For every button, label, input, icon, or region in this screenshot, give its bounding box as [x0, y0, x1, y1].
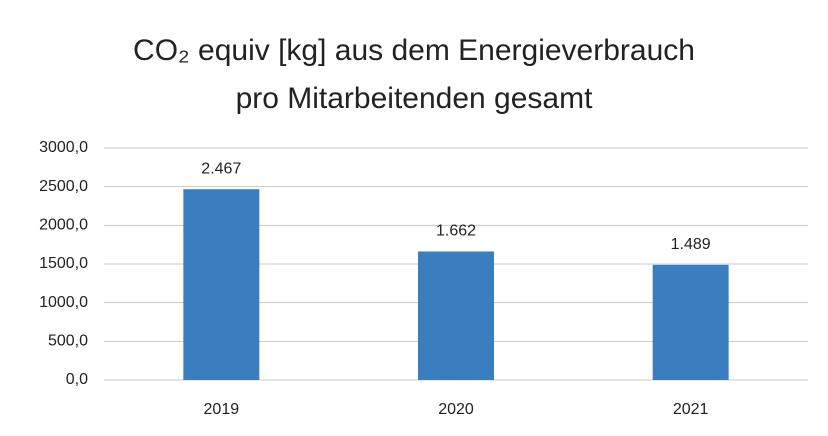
bar	[652, 264, 729, 380]
y-tick-label: 1000,0	[39, 294, 88, 311]
y-tick-label: 500,0	[48, 333, 88, 350]
y-tick-label: 0,0	[66, 371, 88, 388]
chart-title: pro Mitarbeitenden gesamt	[236, 82, 594, 115]
y-tick-label: 3000,0	[39, 139, 88, 156]
x-tick-label: 2020	[438, 401, 474, 418]
bar	[183, 189, 260, 380]
x-tick-label: 2021	[673, 401, 709, 418]
x-tick-label: 2019	[204, 401, 240, 418]
data-label: 1.662	[436, 223, 476, 240]
y-tick-label: 2000,0	[39, 217, 88, 234]
data-label: 1.489	[671, 236, 711, 253]
y-tick-label: 1500,0	[39, 255, 88, 272]
data-label: 2.467	[201, 160, 241, 177]
y-tick-label: 2500,0	[39, 178, 88, 195]
bar	[418, 251, 494, 380]
chart-title: CO₂ equiv [kg] aus dem Energieverbrauch	[133, 34, 695, 67]
